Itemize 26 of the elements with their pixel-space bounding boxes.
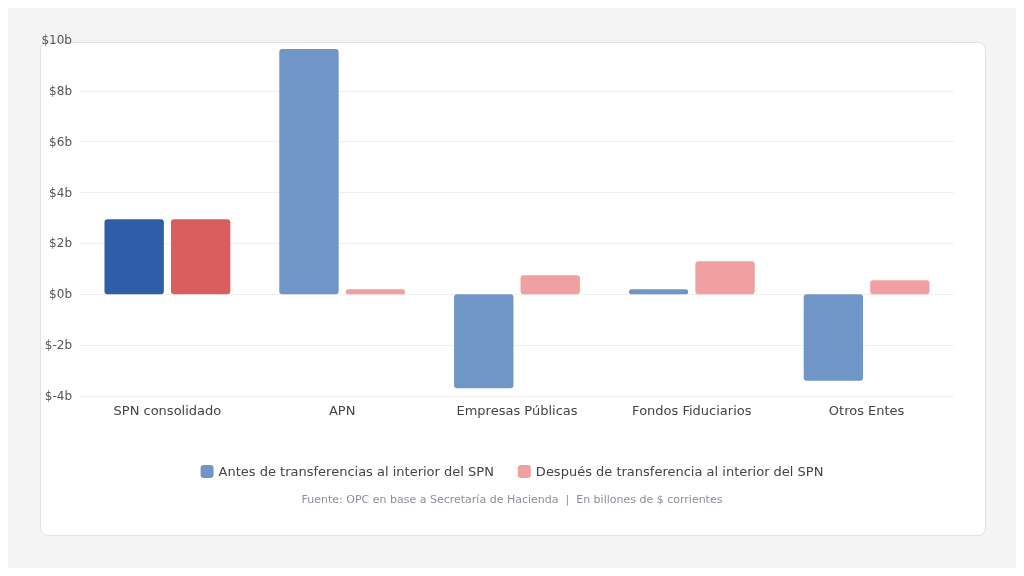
legend-label: Antes de transferencias al interior del SPN <box>218 464 494 479</box>
x-tick-label: SPN consolidado <box>113 403 222 418</box>
x-tick-label: Fondos Fiduciarios <box>632 403 752 418</box>
bar <box>104 219 164 295</box>
bar <box>279 48 339 295</box>
x-tick-label: Empresas Públicas <box>456 403 578 418</box>
bar <box>520 275 580 295</box>
y-tick-label: $-2b <box>44 338 72 353</box>
source-note: Fuente: OPC en base a Secretaría de Hacienda | En billones de $ corrientes <box>301 493 723 506</box>
bar <box>695 261 755 295</box>
y-tick-label: $2b <box>49 236 72 251</box>
y-tick-label: $10b <box>41 33 72 47</box>
x-tick-label: Otros Entes <box>828 403 905 418</box>
bar <box>870 280 930 295</box>
bar <box>454 294 514 389</box>
legend-label: Después de transferencia al interior del SPN <box>535 464 824 479</box>
bar <box>345 289 406 295</box>
bar <box>803 294 864 381</box>
y-tick-label: $4b <box>49 185 72 200</box>
bar <box>170 219 231 295</box>
y-tick-label: $0b <box>49 287 72 302</box>
y-tick-label: $6b <box>49 134 72 149</box>
bar <box>628 289 689 295</box>
x-tick-label: APN <box>328 403 356 418</box>
y-tick-label: $8b <box>49 83 72 98</box>
y-tick-label: $-4b <box>44 389 72 403</box>
